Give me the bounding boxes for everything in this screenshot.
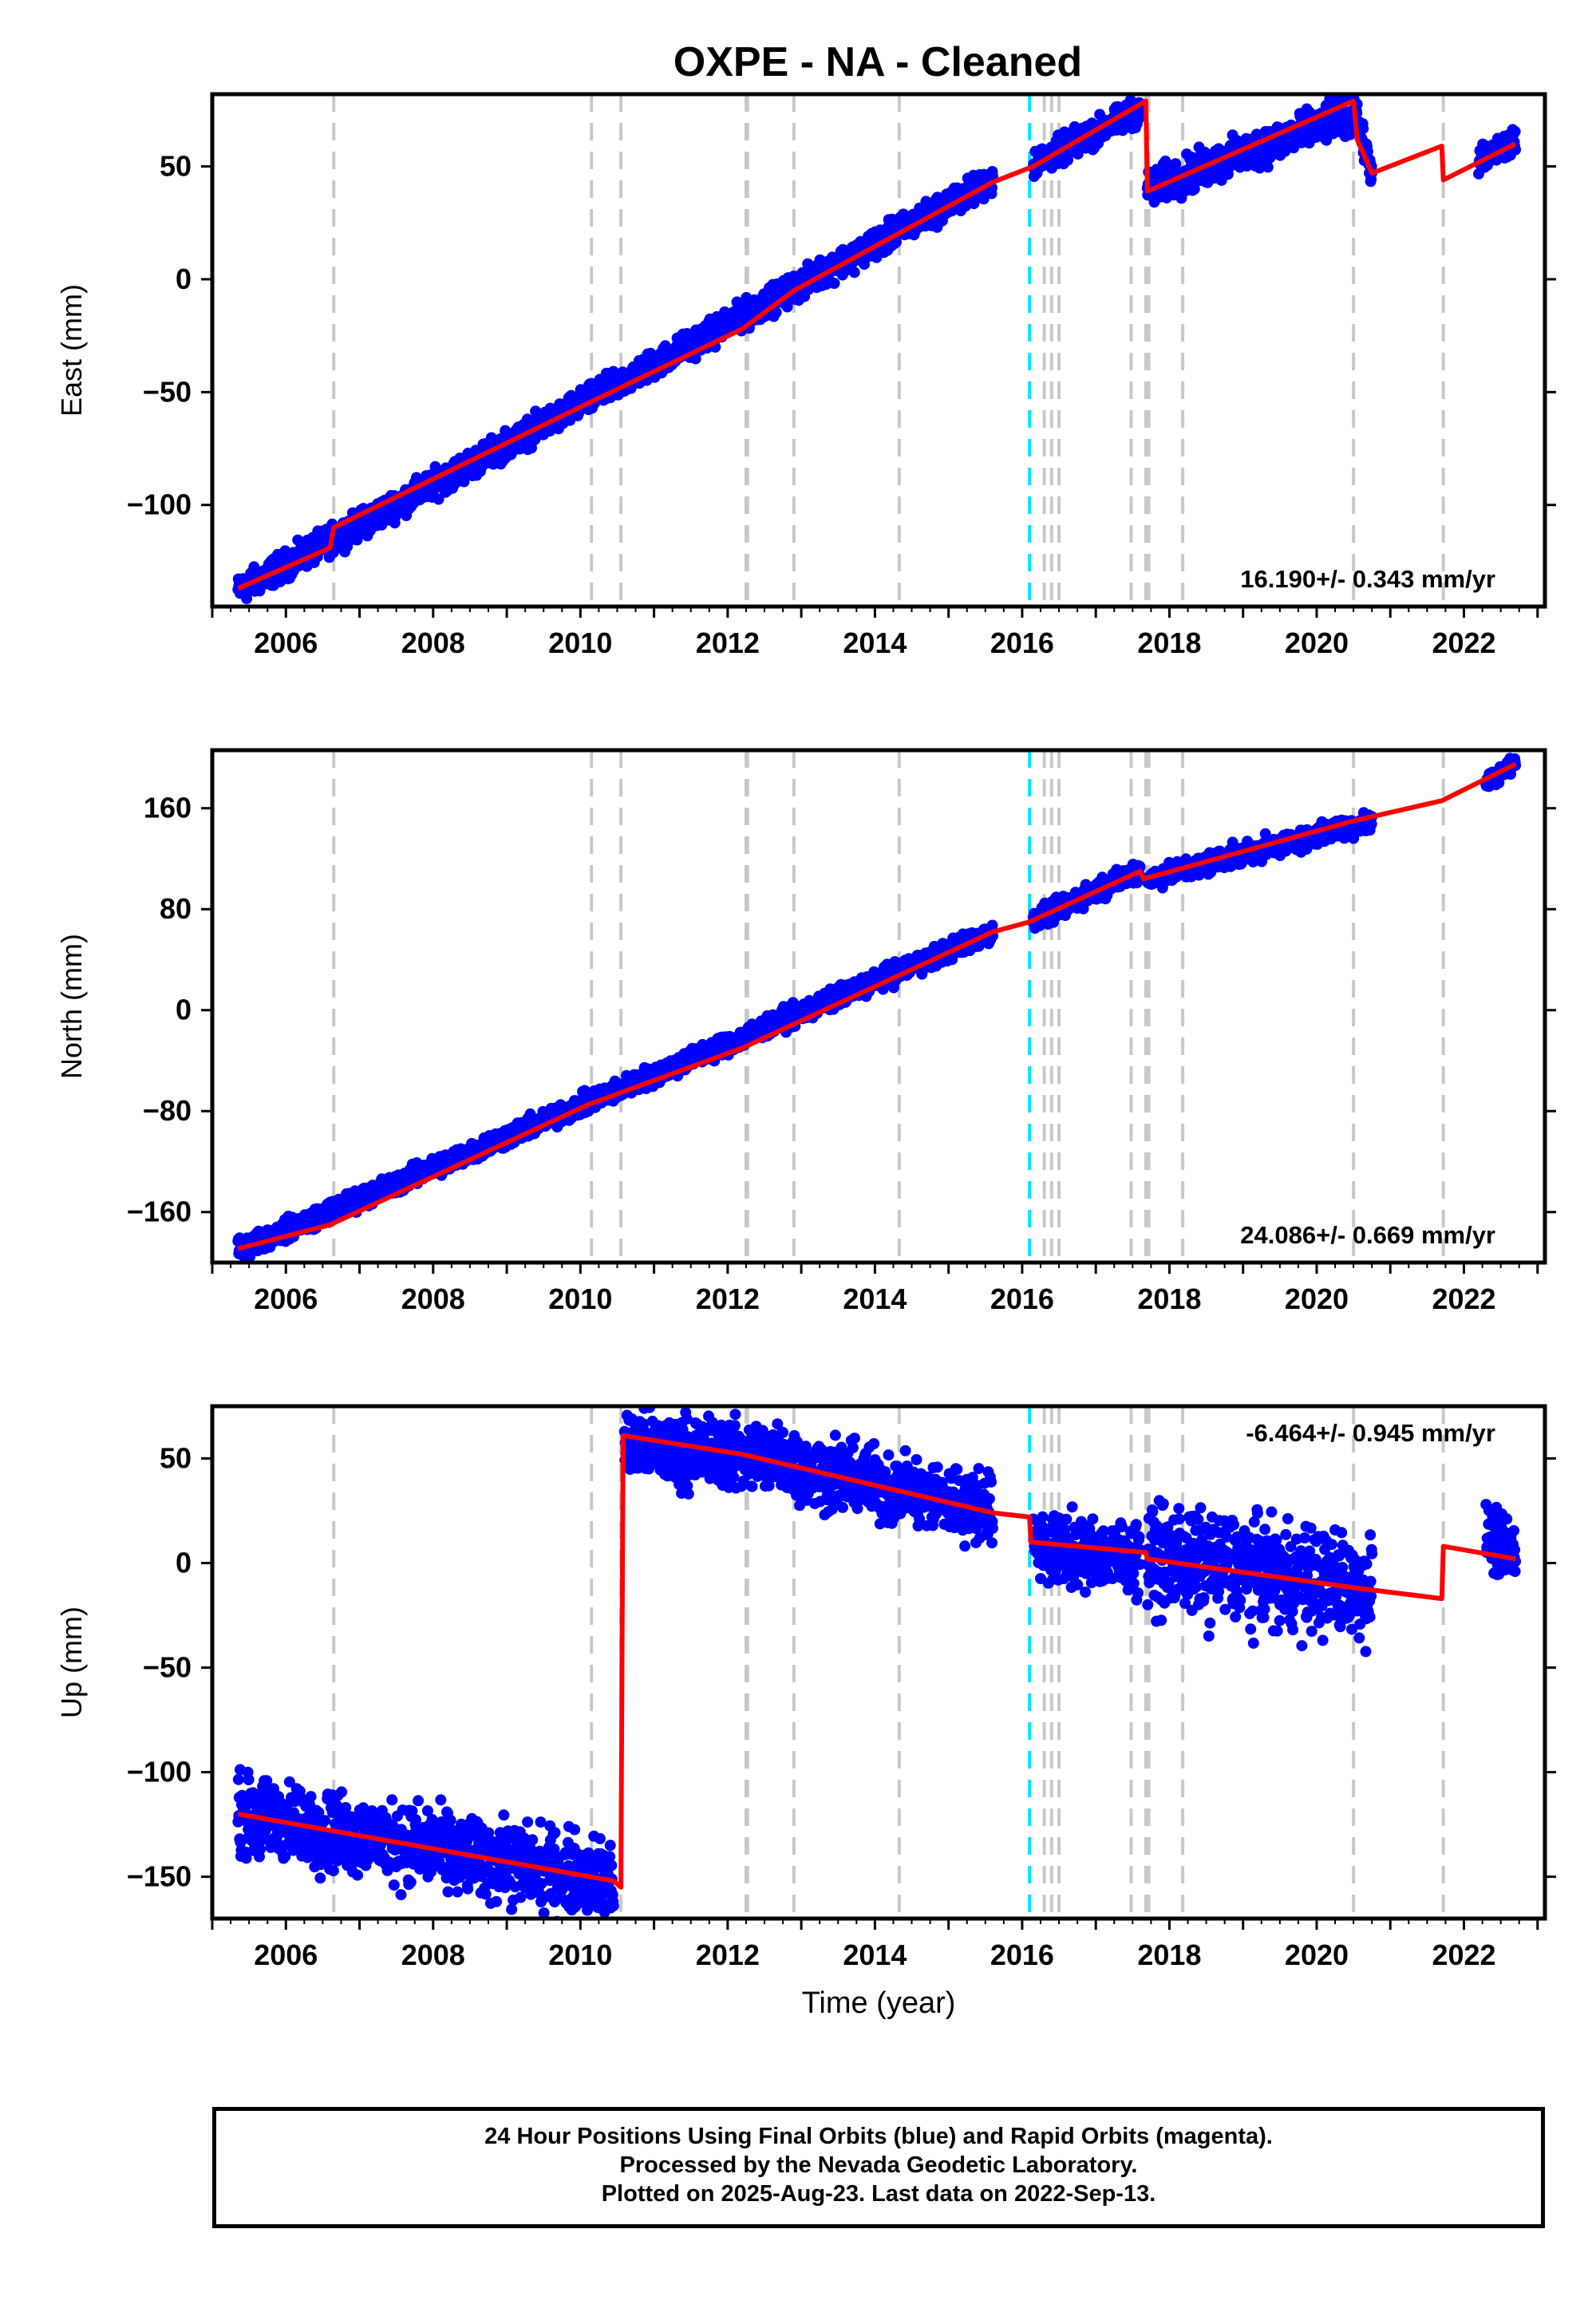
data-point: [1509, 125, 1521, 137]
data-point: [986, 919, 998, 931]
data-point: [1357, 123, 1369, 135]
data-point: [1188, 183, 1200, 195]
data-point: [241, 593, 253, 605]
x-tick-label: 2014: [843, 626, 907, 659]
x-tick-label: 2006: [254, 626, 318, 659]
panel-north: 2006 2008 2010 2012 2014 2016 2018 2020 20221608…: [55, 748, 1556, 1315]
x-tick-label: 2020: [1285, 626, 1349, 659]
y-tick-label: −100: [127, 488, 192, 521]
data-point: [1170, 158, 1182, 170]
data-point: [828, 278, 840, 289]
y-tick-label: 50: [160, 150, 192, 183]
data-point: [1250, 128, 1262, 140]
data-point: [848, 267, 860, 279]
data-point: [1262, 161, 1274, 173]
panel-east: 2006 2008 2010 2012 2014 2016 2018 2020 2022 50 0 −…: [55, 92, 1556, 659]
rate-annotation: 16.190+/- 0.343 mm/yr: [1240, 565, 1495, 593]
x-tick-label: 2016: [990, 626, 1054, 659]
data-point: [770, 306, 782, 318]
model-line-east: [237, 98, 1517, 591]
data-point: [529, 433, 541, 445]
data-point: [1062, 154, 1073, 166]
x-tick-label: 2012: [696, 626, 760, 659]
y-tick-label: −50: [143, 375, 192, 408]
x-tick-label: 2018: [1137, 626, 1201, 659]
y-axis-label: East (mm): [55, 284, 88, 417]
x-tick-label: 2022: [1432, 626, 1495, 659]
axes-frame-east: [210, 92, 1547, 609]
y-tick-label: 0: [176, 263, 192, 295]
data-points-east: [232, 94, 1522, 605]
chart-title: OXPE - NA - Cleaned: [674, 39, 1082, 85]
x-tick-label: 2010: [548, 626, 612, 659]
x-tick-label: 2008: [401, 626, 465, 659]
plot-area-north: [232, 750, 1522, 1263]
plot-area-east: [232, 94, 1522, 607]
data-point: [433, 493, 444, 505]
